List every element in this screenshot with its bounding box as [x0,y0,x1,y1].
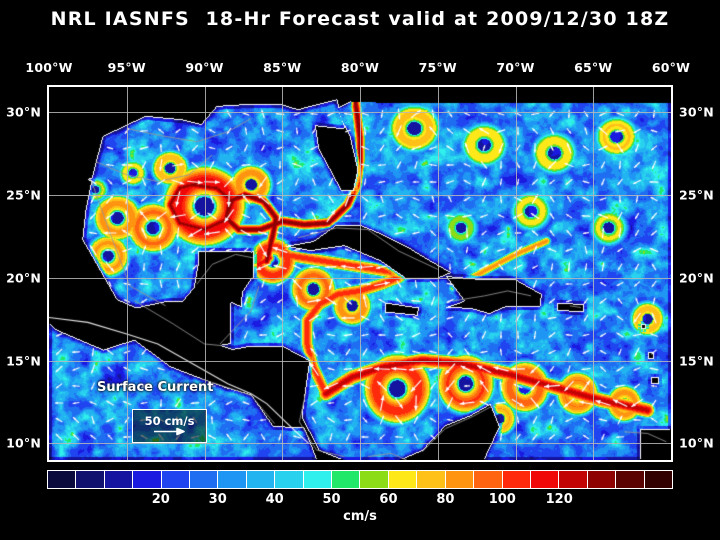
lat-tick-left-1: 25°N [6,187,41,203]
colorbar-tick-30: 30 [208,492,227,507]
colorbar-swatch-2 [104,471,134,488]
lon-tick-7: 65°W [574,60,613,75]
gridline-lon-3 [282,87,283,460]
colorbar-swatch-3 [133,471,162,488]
lon-tick-8: 60°W [651,60,691,75]
colorbar-swatch-7 [246,471,276,488]
gridline-lat-0 [49,112,671,113]
scale-arrow-value: 50 cm/s [144,414,195,428]
colorbar-tick-60: 60 [379,492,398,507]
colorbar-swatch-9 [303,471,333,488]
colorbar-swatch-13 [417,471,446,488]
colorbar[interactable] [47,470,673,489]
colorbar-unit-label: cm/s [343,509,377,524]
gridline-lon-5 [438,87,439,460]
colorbar-swatch-20 [616,471,645,488]
colorbar-swatch-21 [644,471,672,488]
colorbar-tick-50: 50 [322,492,341,507]
gridline-lon-4 [360,87,361,460]
colorbar-swatch-1 [76,471,105,488]
lon-tick-3: 85°W [263,60,302,75]
colorbar-swatch-5 [190,471,219,488]
lat-tick-right-3: 15°N [679,353,714,369]
lat-tick-right-2: 20°N [679,270,714,286]
map-plot-area[interactable]: Surface Current 50 cm/s [47,85,673,462]
gridline-lat-1 [49,195,671,196]
colorbar-tick-20: 20 [151,492,170,507]
lat-tick-left-4: 10°N [6,435,41,451]
lat-tick-right-1: 25°N [679,187,714,203]
colorbar-swatch-6 [218,471,247,488]
scale-arrow-legend: 50 cm/s [132,409,207,443]
colorbar-swatch-16 [502,471,531,488]
gridline-lon-2 [205,87,206,460]
page-title: NRL IASNFS 18-Hr Forecast valid at 2009/… [50,8,670,30]
colorbar-swatch-8 [275,471,304,488]
colorbar-swatch-19 [587,471,617,488]
lat-tick-right-0: 30°N [679,104,714,120]
colorbar-tick-80: 80 [436,492,455,507]
colorbar-swatch-0 [48,471,77,488]
lon-tick-2: 90°W [185,60,224,75]
colorbar-swatch-4 [161,471,191,488]
colorbar-swatch-14 [445,471,475,488]
colorbar-tick-100: 100 [488,492,516,507]
lon-tick-5: 75°W [418,60,457,75]
colorbar-swatch-17 [530,471,560,488]
lon-tick-4: 80°W [340,60,380,75]
colorbar-swatch-11 [360,471,389,488]
surface-current-caption: Surface Current [97,380,214,395]
lon-tick-0: 100°W [25,60,73,75]
gridline-lon-7 [593,87,594,460]
gridline-lon-6 [516,87,517,460]
gridline-lat-3 [49,361,671,362]
lon-tick-1: 95°W [107,60,146,75]
right-arrow-icon [153,427,185,436]
lat-tick-left-3: 15°N [6,353,41,369]
colorbar-swatch-18 [559,471,588,488]
colorbar-swatch-10 [332,471,361,488]
colorbar-swatch-12 [388,471,418,488]
colorbar-swatch-15 [474,471,503,488]
gridline-lat-4 [49,443,671,444]
colorbar-tick-120: 120 [545,492,573,507]
lat-tick-left-2: 20°N [6,270,41,286]
gridline-lon-1 [127,87,128,460]
lon-tick-6: 70°W [496,60,535,75]
lat-tick-left-0: 30°N [6,104,41,120]
colorbar-tick-40: 40 [265,492,284,507]
lat-tick-right-4: 10°N [679,435,714,451]
gridline-lat-2 [49,278,671,279]
